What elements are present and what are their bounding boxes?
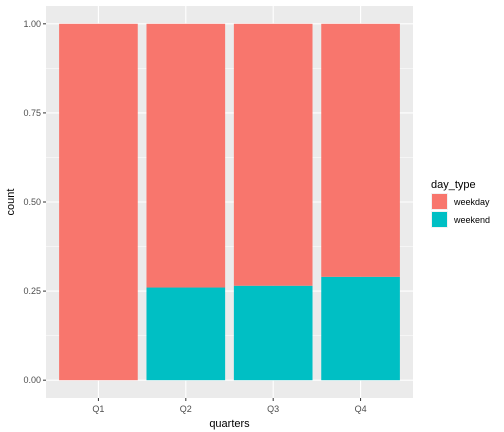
legend-key-weekday xyxy=(432,194,447,209)
legend-key-weekend xyxy=(432,212,447,227)
bar-weekday-Q1 xyxy=(59,23,138,381)
y-axis: 0.00 0.25 0.50 0.75 1.00 xyxy=(23,19,46,385)
y-tick-label: 0.25 xyxy=(23,286,41,296)
legend-label-weekday: weekday xyxy=(453,197,490,207)
bar-weekend-Q2 xyxy=(146,287,226,381)
bar-weekend-Q4 xyxy=(321,276,400,381)
x-tick-label: Q3 xyxy=(267,404,279,414)
y-tick-label: 1.00 xyxy=(23,19,41,29)
y-tick-label: 0.75 xyxy=(23,108,41,118)
bar-weekday-Q2 xyxy=(146,23,226,288)
x-axis-title: quarters xyxy=(209,418,250,430)
x-tick-label: Q4 xyxy=(355,404,367,414)
x-tick-label: Q1 xyxy=(92,404,104,414)
x-tick-label: Q2 xyxy=(180,404,192,414)
y-axis-title: count xyxy=(5,189,17,216)
bars xyxy=(59,23,400,381)
y-tick-label: 0.50 xyxy=(23,197,41,207)
y-tick-label: 0.00 xyxy=(23,375,41,385)
bar-weekend-Q3 xyxy=(233,285,313,381)
bar-weekday-Q4 xyxy=(321,23,400,277)
legend: day_type weekday weekend xyxy=(431,179,490,228)
legend-title: day_type xyxy=(431,179,476,191)
x-axis: Q1 Q2 Q3 Q4 xyxy=(92,398,367,414)
legend-label-weekend: weekend xyxy=(453,215,490,225)
bar-weekday-Q3 xyxy=(233,23,313,286)
